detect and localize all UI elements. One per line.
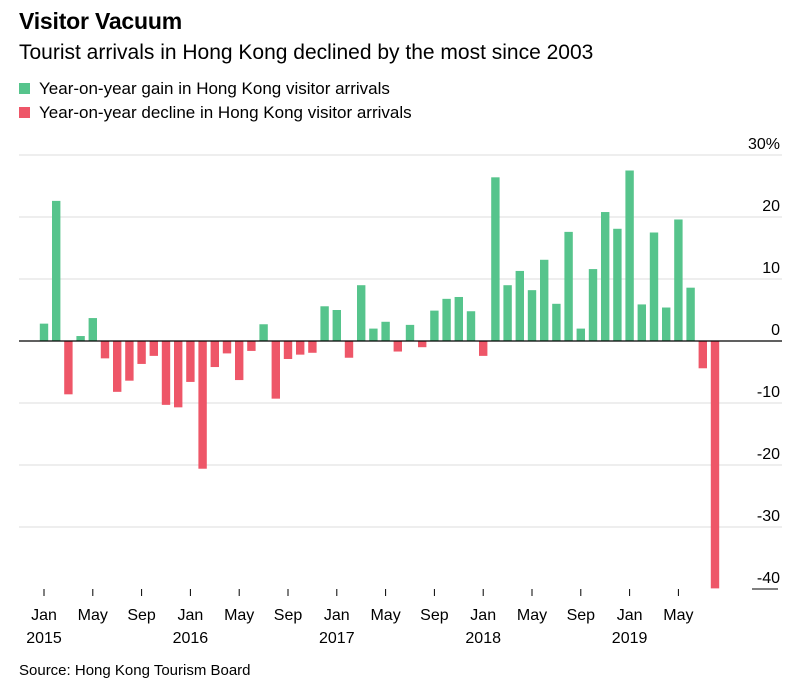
bar <box>344 341 354 358</box>
x-tick-label: Jan <box>324 607 350 624</box>
legend-swatch-gain <box>19 83 30 94</box>
bar <box>39 323 49 341</box>
bar <box>466 311 476 341</box>
bar <box>259 324 268 341</box>
y-tick-label: -20 <box>757 446 780 463</box>
x-tick-label: May <box>517 607 547 624</box>
x-tick-label: Sep <box>274 607 303 624</box>
bar <box>125 341 134 381</box>
bar <box>393 341 402 352</box>
bar <box>479 341 488 356</box>
bar <box>113 341 122 392</box>
bar <box>198 341 207 469</box>
x-tick-label: May <box>78 607 108 624</box>
bar <box>186 341 195 382</box>
bar <box>381 321 390 341</box>
x-tick-label: Jan <box>31 607 57 624</box>
y-axis-labels: 30% 20 10 0 -10 -20 -30 -40 <box>748 136 780 587</box>
bar <box>88 318 97 341</box>
source-note: Source: Hong Kong Tourism Board <box>19 662 251 679</box>
bar <box>357 285 366 341</box>
x-tick-year-label: 2015 <box>26 630 62 647</box>
bar <box>210 341 219 368</box>
bar <box>649 232 659 341</box>
bar <box>515 270 524 341</box>
bar <box>674 219 683 341</box>
legend-label-gain: Year-on-year gain in Hong Kong visitor a… <box>39 79 390 98</box>
bar <box>576 328 585 341</box>
bar <box>527 290 537 341</box>
bar <box>491 177 500 341</box>
bar <box>308 341 317 353</box>
y-tick-label: 10 <box>762 260 780 277</box>
bar <box>283 341 293 359</box>
bar <box>271 341 280 399</box>
x-axis-labels: Jan 2015 May Sep Jan 2016 May Sep Jan 2017 May Sep J… <box>26 589 694 647</box>
bar <box>454 296 463 341</box>
bar <box>564 231 573 341</box>
legend-label-decline: Year-on-year decline in Hong Kong visito… <box>39 103 412 122</box>
x-tick-label: Sep <box>567 607 596 624</box>
x-tick-label: May <box>370 607 400 624</box>
gridlines <box>19 154 782 590</box>
bar <box>613 228 622 341</box>
bar <box>637 304 646 341</box>
x-tick-year-label: 2019 <box>612 630 648 647</box>
x-tick-label: May <box>663 607 693 624</box>
bar <box>64 341 73 395</box>
bar <box>442 298 451 341</box>
bar <box>174 341 183 408</box>
y-tick-label: 30% <box>748 136 780 153</box>
x-tick-label: Sep <box>420 607 449 624</box>
x-tick-year-label: 2016 <box>173 630 209 647</box>
x-tick-label: May <box>224 607 254 624</box>
y-tick-label: 0 <box>771 322 780 339</box>
x-tick-year-label: 2018 <box>465 630 501 647</box>
bar <box>686 287 695 341</box>
bar <box>100 341 110 359</box>
y-tick-label: -40 <box>757 570 780 587</box>
bar <box>149 341 158 356</box>
bar <box>698 341 707 369</box>
bar <box>503 285 512 341</box>
bar <box>540 259 549 341</box>
bar <box>332 310 341 341</box>
bar <box>552 303 561 341</box>
bars <box>39 170 720 589</box>
bar <box>222 341 232 354</box>
bar <box>76 336 85 341</box>
bar <box>137 341 146 364</box>
bar <box>418 341 427 348</box>
bar <box>625 170 634 341</box>
bar <box>235 341 244 381</box>
y-tick-label: -30 <box>757 508 780 525</box>
x-tick-label: Jan <box>178 607 204 624</box>
chart-title: Visitor Vacuum <box>19 8 182 34</box>
bar <box>430 310 439 341</box>
x-tick-label: Sep <box>127 607 156 624</box>
y-tick-label: 20 <box>762 198 780 215</box>
bar <box>320 306 329 341</box>
bar <box>296 341 305 355</box>
legend-swatch-decline <box>19 107 30 118</box>
bar <box>601 212 610 341</box>
bar <box>247 341 256 351</box>
bar <box>588 269 598 341</box>
bar <box>405 324 415 341</box>
x-tick-label: Jan <box>470 607 496 624</box>
chart-subtitle: Tourist arrivals in Hong Kong declined b… <box>19 41 594 64</box>
x-tick-label: Jan <box>617 607 643 624</box>
bar <box>369 328 378 341</box>
bar <box>161 341 171 405</box>
bar <box>710 341 720 589</box>
bar <box>662 307 671 341</box>
y-tick-label: -10 <box>757 384 780 401</box>
bar <box>52 200 61 341</box>
x-tick-year-label: 2017 <box>319 630 355 647</box>
